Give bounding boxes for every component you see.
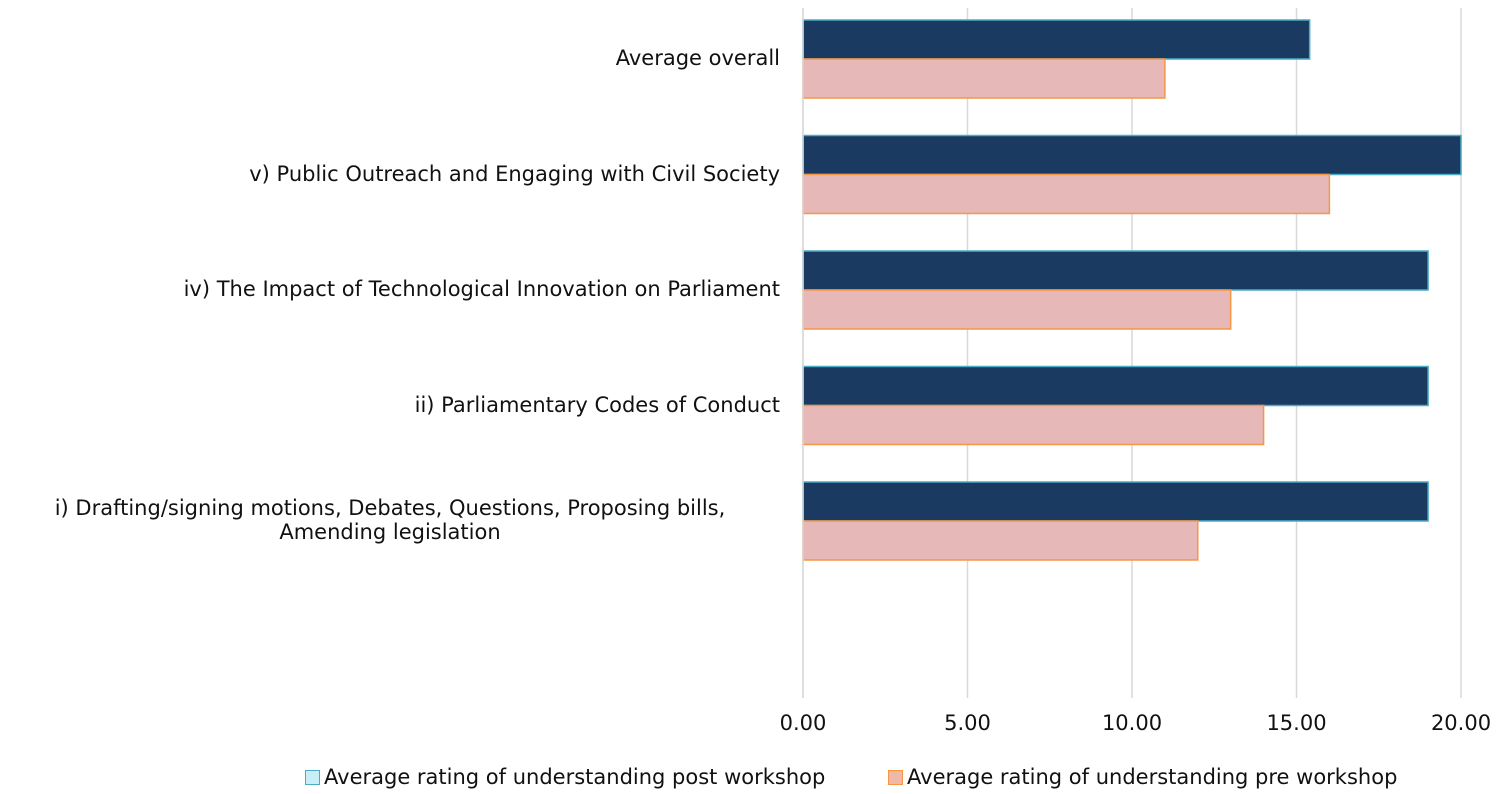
category-label: iv) The Impact of Technological Innovati…	[0, 277, 780, 301]
x-tick-label: 10.00	[1101, 711, 1163, 735]
legend-item: Average rating of understanding pre work…	[888, 765, 1397, 789]
category-label: ii) Parliamentary Codes of Conduct	[0, 393, 780, 417]
bar	[802, 250, 1429, 291]
category-text: Average overall	[615, 46, 780, 70]
legend-swatch	[305, 769, 320, 785]
category-text: i) Drafting/signing motions, Debates, Qu…	[54, 496, 726, 544]
bar	[802, 173, 1331, 215]
bar	[802, 58, 1166, 99]
category-text: v) Public Outreach and Engaging with Civ…	[249, 161, 780, 186]
x-tick-label: 0.00	[779, 711, 827, 735]
x-tick-label: 15.00	[1266, 711, 1327, 735]
bar	[802, 19, 1311, 60]
bar	[802, 404, 1265, 446]
category-label	[0, 624, 780, 648]
legend-item: Average rating of understanding post wor…	[305, 765, 825, 789]
bar	[802, 289, 1232, 330]
legend-label: Average rating of understanding post wor…	[324, 765, 826, 789]
x-tick-label: 20.00	[1430, 711, 1492, 735]
category-label: v) Public Outreach and Engaging with Civ…	[0, 162, 780, 186]
category-text: iv) The Impact of Technological Innovati…	[183, 277, 780, 301]
bar	[802, 134, 1462, 176]
bar	[802, 520, 1199, 561]
legend-swatch	[888, 769, 903, 785]
bar	[802, 365, 1429, 407]
category-label: Average overall	[0, 46, 780, 70]
category-text: ii) Parliamentary Codes of Conduct	[414, 392, 780, 417]
legend-label: Average rating of understanding pre work…	[907, 765, 1398, 789]
bar	[802, 481, 1429, 522]
x-tick-label: 5.00	[944, 711, 991, 735]
category-label: i) Drafting/signing motions, Debates, Qu…	[0, 496, 780, 544]
